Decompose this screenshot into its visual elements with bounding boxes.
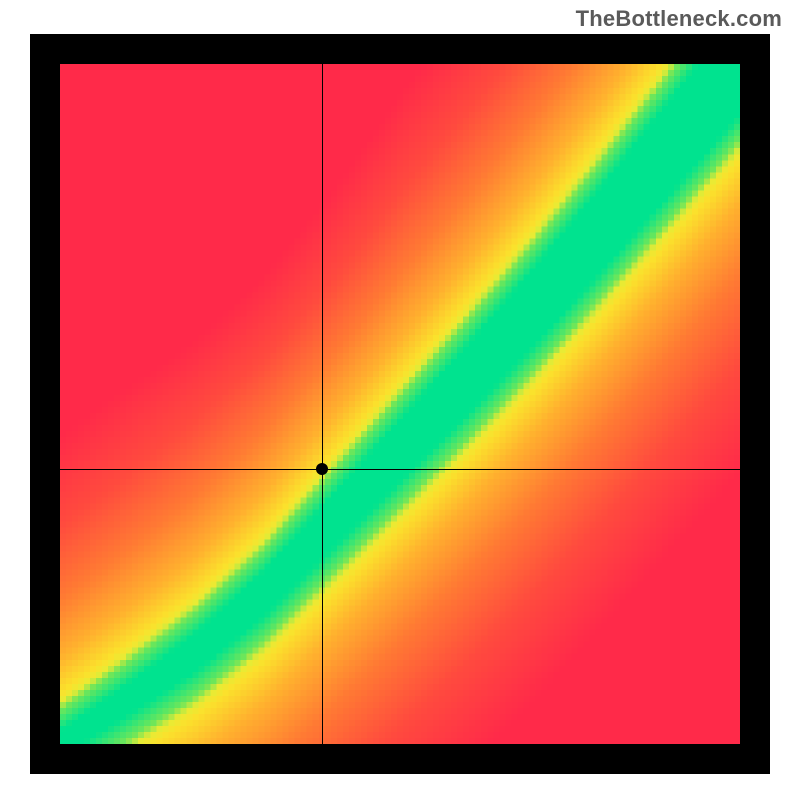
crosshair-marker (316, 463, 328, 475)
watermark-text: TheBottleneck.com (576, 6, 782, 32)
crosshair-horizontal (60, 469, 740, 470)
plot-border-left (30, 34, 60, 774)
crosshair-vertical (322, 64, 323, 744)
heatmap-canvas (60, 64, 740, 744)
plot-border-bottom (30, 744, 770, 774)
plot-border-right (740, 34, 770, 774)
plot-border-top (30, 34, 770, 64)
